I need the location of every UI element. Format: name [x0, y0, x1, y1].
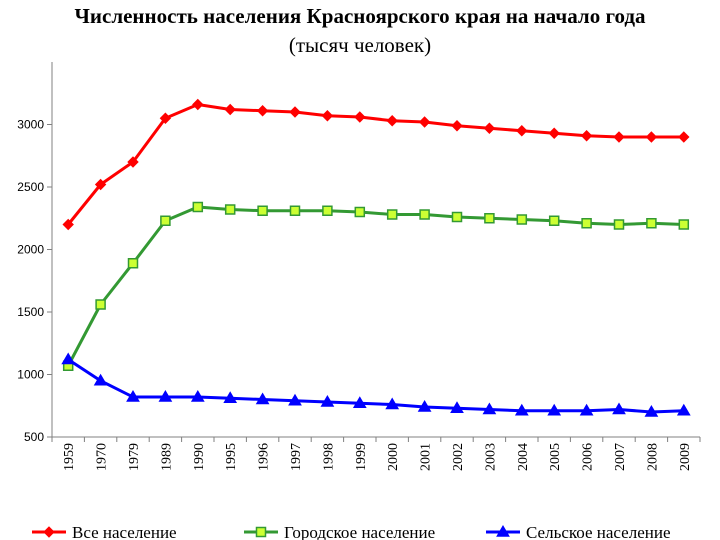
- data-point-2: [352, 396, 367, 408]
- data-point-1: [160, 215, 171, 226]
- x-tick-label: 1990: [192, 443, 207, 471]
- data-point-2: [579, 403, 594, 416]
- y-tick-label: 1500: [17, 305, 44, 319]
- data-point-2: [450, 401, 464, 413]
- data-point-2: [482, 402, 497, 415]
- chart-title: Численность населения Красноярского края…: [74, 4, 646, 28]
- data-point-0: [159, 112, 172, 124]
- data-point-1: [95, 299, 106, 310]
- data-point-2: [126, 390, 140, 402]
- data-point-2: [61, 352, 76, 365]
- data-point-1: [127, 258, 139, 269]
- legend-marker: [43, 526, 55, 538]
- data-point-2: [93, 373, 108, 386]
- legend-label: Сельское население: [526, 523, 670, 540]
- data-point-0: [256, 105, 269, 117]
- data-point-0: [418, 116, 431, 128]
- data-point-1: [322, 205, 333, 216]
- data-point-1: [548, 215, 560, 226]
- data-point-2: [320, 395, 335, 407]
- data-point-0: [94, 178, 107, 191]
- data-point-2: [190, 390, 205, 402]
- data-point-0: [516, 125, 528, 137]
- data-point-0: [451, 120, 463, 132]
- data-point-1: [224, 204, 236, 215]
- data-point-0: [580, 130, 593, 142]
- data-point-0: [386, 115, 398, 127]
- x-tick-label: 1959: [62, 443, 77, 471]
- y-tick-label: 2500: [17, 180, 44, 194]
- x-tick-label: 2002: [451, 443, 466, 471]
- data-point-2: [223, 391, 238, 403]
- data-point-1: [192, 201, 204, 213]
- data-point-2: [158, 390, 173, 402]
- y-tick-label: 3000: [17, 118, 44, 132]
- x-tick-label: 2000: [386, 443, 401, 471]
- data-point-1: [419, 209, 430, 220]
- x-tick-label: 1997: [289, 443, 304, 471]
- chart-subtitle: (тысяч человек): [288, 33, 432, 57]
- y-tick-label: 500: [24, 430, 44, 444]
- legend-label: Городское население: [284, 523, 435, 540]
- x-tick-label: 1998: [321, 443, 336, 471]
- data-point-0: [224, 103, 236, 116]
- y-tick-label: 1000: [17, 368, 44, 382]
- data-point-1: [257, 205, 268, 216]
- series-line-1: [66, 205, 684, 367]
- data-point-1: [484, 213, 495, 224]
- data-point-0: [321, 110, 334, 122]
- x-tick-label: 2009: [678, 443, 693, 471]
- data-point-2: [288, 393, 302, 406]
- data-point-1: [581, 218, 592, 229]
- data-point-1: [678, 219, 690, 230]
- x-tick-label: 2003: [483, 443, 498, 471]
- x-tick-label: 1996: [257, 443, 272, 471]
- legend-marker: [255, 526, 267, 538]
- data-point-2: [417, 400, 432, 412]
- x-tick-label: 2001: [419, 443, 434, 471]
- data-point-2: [676, 403, 691, 416]
- data-point-0: [678, 131, 690, 143]
- data-point-1: [289, 205, 301, 216]
- data-point-1: [451, 211, 463, 223]
- y-tick-label: 2000: [17, 243, 44, 257]
- data-point-0: [645, 131, 658, 143]
- data-point-0: [289, 106, 301, 118]
- data-point-1: [354, 206, 366, 218]
- series-line-2: [67, 358, 684, 414]
- data-point-1: [516, 214, 528, 225]
- x-tick-label: 2004: [516, 443, 531, 471]
- data-point-2: [612, 402, 626, 415]
- data-point-2: [385, 397, 400, 410]
- data-point-1: [613, 219, 625, 230]
- data-point-0: [62, 218, 74, 231]
- data-point-0: [192, 98, 204, 111]
- data-point-0: [548, 127, 560, 139]
- x-tick-label: 2008: [645, 443, 660, 471]
- data-point-2: [255, 392, 270, 405]
- legend-marker: [496, 525, 510, 537]
- x-tick-label: 1995: [224, 443, 239, 471]
- x-tick-label: 1979: [127, 443, 142, 471]
- x-tick-label: 1989: [159, 443, 174, 471]
- legend-label: Все население: [72, 523, 177, 540]
- data-point-0: [483, 122, 496, 134]
- x-tick-label: 2005: [548, 443, 563, 471]
- series-line-0: [67, 103, 684, 226]
- data-point-0: [354, 111, 366, 123]
- data-point-2: [514, 403, 529, 416]
- x-tick-label: 2007: [613, 443, 628, 471]
- data-point-0: [613, 131, 625, 143]
- x-tick-label: 1970: [95, 443, 110, 471]
- data-point-1: [386, 209, 398, 220]
- x-tick-label: 2006: [581, 443, 596, 471]
- data-point-1: [646, 218, 657, 229]
- x-tick-label: 1999: [354, 443, 369, 471]
- data-point-2: [547, 403, 562, 416]
- data-point-2: [644, 405, 659, 417]
- data-point-0: [127, 156, 139, 168]
